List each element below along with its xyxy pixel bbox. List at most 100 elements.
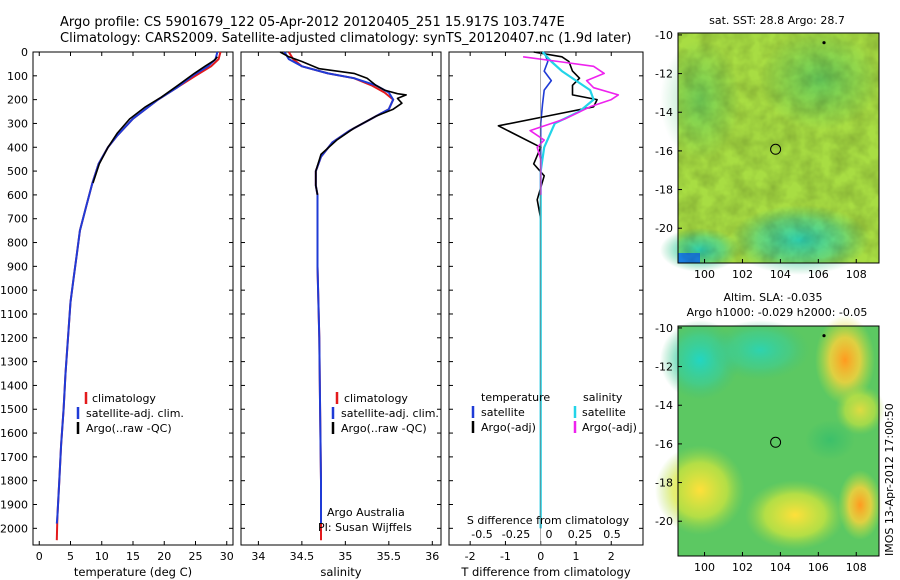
depth-tick-label: 1700	[0, 451, 28, 464]
x-tick-label: 15	[126, 550, 140, 563]
sla-map-axes: 100 102 104 106 108 -10 -12 -14 -16 -18 -20	[655, 322, 867, 574]
lat-tick-label: -18	[655, 184, 673, 197]
depth-tick-label: 500	[7, 165, 28, 178]
depth-tick-label: 1600	[0, 427, 28, 440]
x-tick-label: 0	[537, 550, 544, 563]
x-tick-label: 25	[189, 550, 203, 563]
float-location-marker	[770, 436, 782, 448]
x-tick-label: 35	[338, 550, 352, 563]
s-tick-label: 0.5	[603, 528, 621, 541]
depth-tick-label: 0	[21, 46, 28, 59]
x-tick-label: 5	[67, 550, 74, 563]
sla-map-subtitle: Argo h1000: -0.029 h2000: -0.05	[687, 306, 868, 319]
lat-tick-label: -14	[655, 399, 673, 412]
x-tick-label: 1	[572, 550, 579, 563]
legend-label-argo: Argo(..raw -QC)	[86, 422, 172, 435]
series-line-temperature-argo-adj-	[497, 51, 598, 219]
lon-tick-label: 108	[846, 561, 867, 574]
depth-tick-label: 300	[7, 117, 28, 130]
depth-tick-label: 1300	[0, 356, 28, 369]
depth-tick-label: 1000	[0, 284, 28, 297]
depth-tick-label: 1500	[0, 403, 28, 416]
series-line-argo-raw-qc-	[92, 56, 218, 184]
lat-tick-label: -12	[655, 361, 673, 374]
series-line-satellite-adj-clim-	[55, 51, 219, 524]
lat-tick-label: -20	[655, 222, 673, 235]
lat-tick-label: -20	[655, 515, 673, 528]
temperature-legend: climatology satellite-adj. clim. Argo(..…	[76, 392, 184, 435]
s-tick-label: -0.25	[502, 528, 530, 541]
legend-label-climatology: climatology	[344, 392, 408, 405]
sla-map	[655, 315, 885, 557]
lat-tick-label: -16	[655, 145, 673, 158]
timestamp-stamp: IMOS 13-Apr-2012 17:00:50	[883, 403, 896, 556]
depth-tick-label: 1800	[0, 475, 28, 488]
x-tick-label: 34	[251, 550, 265, 563]
x-tick-label: 34.5	[290, 550, 315, 563]
x-tick-label: 30	[220, 550, 234, 563]
x-tick-label: 35.5	[377, 550, 402, 563]
lat-tick-label: -12	[655, 68, 673, 81]
temperature-xlabel: temperature (deg C)	[74, 565, 192, 579]
legend-label-climatology: climatology	[92, 392, 156, 405]
figure-title-line2: Climatology: CARS2009. Satellite-adjuste…	[60, 31, 632, 46]
depth-tick-label: 1900	[0, 499, 28, 512]
difference-plot-frame	[448, 51, 644, 546]
difference-plot: -2 -1 0 1 2	[465, 51, 620, 563]
lat-tick-label: -10	[655, 322, 673, 335]
legend-label-satellite: satellite-adj. clim.	[86, 407, 184, 420]
difference-legend: temperature salinity satellite Argo(-adj…	[471, 391, 637, 434]
depth-axis: 0 100 200 300 400 500 600 700 800 900 1000 1100 1200…	[0, 46, 643, 535]
legend-label-t-satellite: satellite	[481, 406, 525, 419]
s-tick-label: -0.5	[471, 528, 492, 541]
salinity-plot-frame	[240, 51, 442, 546]
depth-tick-label: 800	[7, 237, 28, 250]
x-tick-label: 0	[36, 550, 43, 563]
series-line-argo-raw-qc-	[279, 51, 407, 196]
legend-label-s-argo: Argo(-adj)	[582, 421, 637, 434]
legend-label-satellite: satellite-adj. clim.	[341, 407, 439, 420]
credit-program: Argo Australia	[327, 506, 405, 519]
series-line-salinity-argo-adj-	[522, 56, 620, 195]
depth-tick-label: 1200	[0, 332, 28, 345]
lon-tick-label: 106	[808, 268, 829, 281]
temperature-plot-frame	[32, 51, 234, 546]
lon-tick-label: 100	[694, 268, 715, 281]
sla-map-title: Altim. SLA: -0.035	[723, 291, 822, 304]
legend-label-argo: Argo(..raw -QC)	[341, 422, 427, 435]
lon-tick-label: 100	[694, 561, 715, 574]
s-difference-ticks: -0.5 -0.25 0 0.25 0.5	[471, 528, 620, 541]
salinity-plot: 34 34.5 35 35.5 36	[251, 51, 439, 563]
legend-title-temperature: temperature	[481, 391, 550, 404]
x-tick-label: -2	[465, 550, 476, 563]
lon-tick-label: 104	[770, 561, 791, 574]
s-tick-label: 0	[546, 528, 553, 541]
lat-tick-label: -18	[655, 477, 673, 490]
lat-tick-label: -14	[655, 106, 673, 119]
lon-tick-label: 104	[770, 268, 791, 281]
x-tick-label: -1	[500, 550, 511, 563]
x-tick-label: 20	[157, 550, 171, 563]
series-line-salinity-satellite	[539, 51, 595, 529]
salinity-legend: climatology satellite-adj. clim. Argo(..…	[331, 392, 439, 435]
credit-pi: PI: Susan Wijffels	[318, 521, 412, 534]
s-difference-xlabel: S difference from climatology	[467, 514, 630, 527]
island-marker	[822, 334, 826, 338]
depth-tick-label: 400	[7, 141, 28, 154]
lon-tick-label: 106	[808, 561, 829, 574]
depth-tick-label: 700	[7, 213, 28, 226]
island-marker	[822, 41, 826, 45]
series-line-climatology	[55, 51, 222, 541]
depth-tick-label: 600	[7, 189, 28, 202]
float-location-marker	[770, 143, 782, 155]
depth-tick-label: 1100	[0, 308, 28, 321]
depth-tick-label: 2000	[0, 522, 28, 535]
legend-label-s-satellite: satellite	[582, 406, 626, 419]
lon-tick-label: 102	[732, 268, 753, 281]
lon-tick-label: 108	[846, 268, 867, 281]
lon-tick-label: 102	[732, 561, 753, 574]
series-line-climatology	[287, 51, 395, 541]
salinity-xlabel: salinity	[320, 565, 361, 579]
x-tick-label: 10	[95, 550, 109, 563]
